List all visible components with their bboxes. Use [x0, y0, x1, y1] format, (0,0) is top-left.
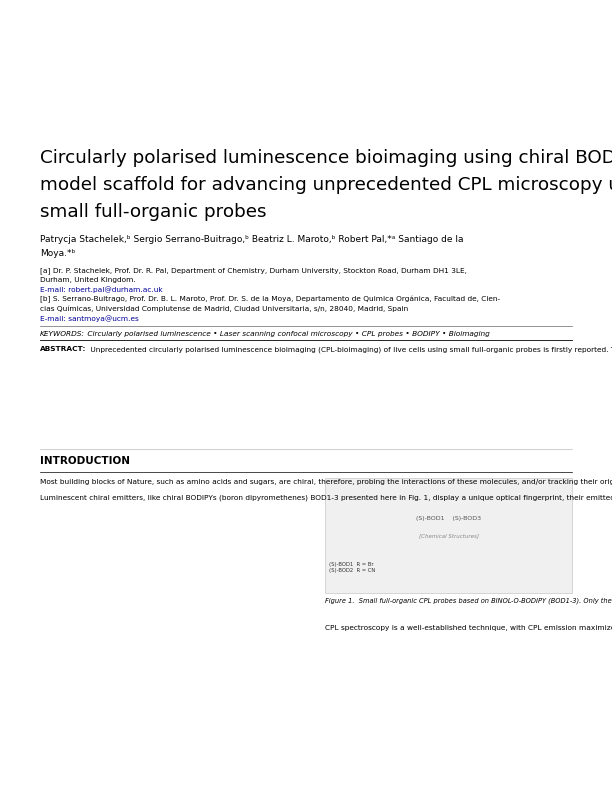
Text: Circularly polarised luminescence • Laser scanning confocal microscopy • CPL pro: Circularly polarised luminescence • Lase…: [85, 331, 490, 337]
Text: CPL spectroscopy is a well-established technique, with CPL emission maximized fo: CPL spectroscopy is a well-established t…: [326, 625, 612, 631]
Text: Figure 1.  Small full-organic CPL probes based on BINOL-O-BODIPY (BOD1-3). Only : Figure 1. Small full-organic CPL probes …: [326, 597, 612, 604]
Text: Durham, United Kingdom.: Durham, United Kingdom.: [40, 277, 135, 284]
Text: Most building blocks of Nature, such as amino acids and sugars, are chiral, ther: Most building blocks of Nature, such as …: [40, 478, 612, 501]
Text: model scaffold for advancing unprecedented CPL microscopy using: model scaffold for advancing unprecedent…: [40, 176, 612, 194]
Text: [a] Dr. P. Stachelek, Prof. Dr. R. Pal, Department of Chemistry, Durham Universi: [a] Dr. P. Stachelek, Prof. Dr. R. Pal, …: [40, 268, 467, 275]
Text: [Chemical Structures]: [Chemical Structures]: [419, 533, 479, 539]
Text: Circularly polarised luminescence bioimaging using chiral BODIPYs: A: Circularly polarised luminescence bioima…: [40, 149, 612, 167]
Text: [b] S. Serrano-Buitrago, Prof. Dr. B. L. Maroto, Prof. Dr. S. de la Moya, Depart: [b] S. Serrano-Buitrago, Prof. Dr. B. L.…: [40, 296, 500, 303]
Bar: [326, 478, 572, 593]
Text: Patrycja Stachelek,ᵇ Sergio Serrano-Buitrago,ᵇ Beatriz L. Maroto,ᵇ Robert Pal,*ᵃ: Patrycja Stachelek,ᵇ Sergio Serrano-Buit…: [40, 235, 463, 244]
Text: E-mail: santmoya@ucm.es: E-mail: santmoya@ucm.es: [40, 315, 138, 322]
Text: Moya.*ᵇ: Moya.*ᵇ: [40, 249, 75, 257]
Text: INTRODUCTION: INTRODUCTION: [40, 456, 130, 466]
Text: KEYWORDS:: KEYWORDS:: [40, 331, 84, 337]
Text: (S)-BOD1  R = Br
(S)-BOD2  R = CN: (S)-BOD1 R = Br (S)-BOD2 R = CN: [329, 562, 376, 573]
Text: small full-organic probes: small full-organic probes: [40, 203, 266, 221]
Text: ABSTRACT:: ABSTRACT:: [40, 346, 86, 352]
Text: cias Químicas, Universidad Complutense de Madrid, Ciudad Universitaria, s/n, 280: cias Químicas, Universidad Complutense d…: [40, 306, 408, 312]
Text: Unprecedented circularly polarised luminescence bioimaging (CPL-bioimaging) of l: Unprecedented circularly polarised lumin…: [88, 346, 612, 352]
Text: (S)-BOD1    (S)-BOD3: (S)-BOD1 (S)-BOD3: [416, 516, 481, 521]
Text: E-mail: robert.pal@durham.ac.uk: E-mail: robert.pal@durham.ac.uk: [40, 287, 162, 294]
